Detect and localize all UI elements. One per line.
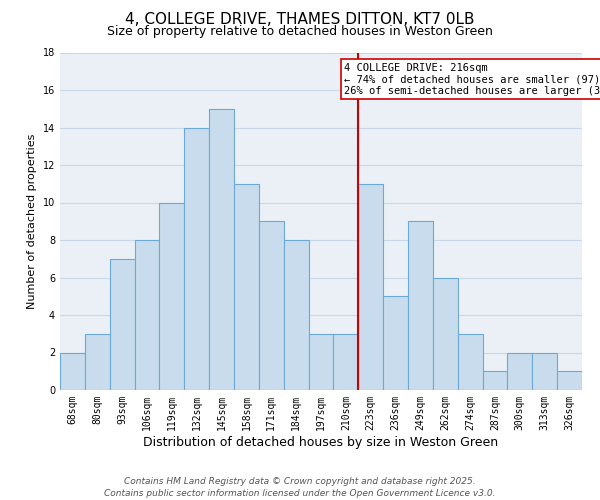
Bar	[234, 184, 259, 390]
Bar	[334, 334, 358, 390]
Text: 4 COLLEGE DRIVE: 216sqm
← 74% of detached houses are smaller (97)
26% of semi-de: 4 COLLEGE DRIVE: 216sqm ← 74% of detache…	[344, 62, 600, 96]
Bar	[110, 259, 134, 390]
Bar	[408, 221, 433, 390]
Bar	[184, 128, 209, 390]
Bar	[284, 240, 308, 390]
Text: Contains HM Land Registry data © Crown copyright and database right 2025.
Contai: Contains HM Land Registry data © Crown c…	[104, 476, 496, 498]
Bar	[482, 371, 508, 390]
Bar	[458, 334, 482, 390]
Y-axis label: Number of detached properties: Number of detached properties	[27, 134, 37, 309]
Bar	[557, 371, 582, 390]
Text: Size of property relative to detached houses in Weston Green: Size of property relative to detached ho…	[107, 25, 493, 38]
Bar	[134, 240, 160, 390]
Bar	[433, 278, 458, 390]
Bar	[259, 221, 284, 390]
Bar	[60, 352, 85, 390]
X-axis label: Distribution of detached houses by size in Weston Green: Distribution of detached houses by size …	[143, 436, 499, 448]
Bar	[508, 352, 532, 390]
Text: 4, COLLEGE DRIVE, THAMES DITTON, KT7 0LB: 4, COLLEGE DRIVE, THAMES DITTON, KT7 0LB	[125, 12, 475, 28]
Bar	[308, 334, 334, 390]
Bar	[85, 334, 110, 390]
Bar	[209, 109, 234, 390]
Bar	[532, 352, 557, 390]
Bar	[383, 296, 408, 390]
Bar	[358, 184, 383, 390]
Bar	[160, 202, 184, 390]
